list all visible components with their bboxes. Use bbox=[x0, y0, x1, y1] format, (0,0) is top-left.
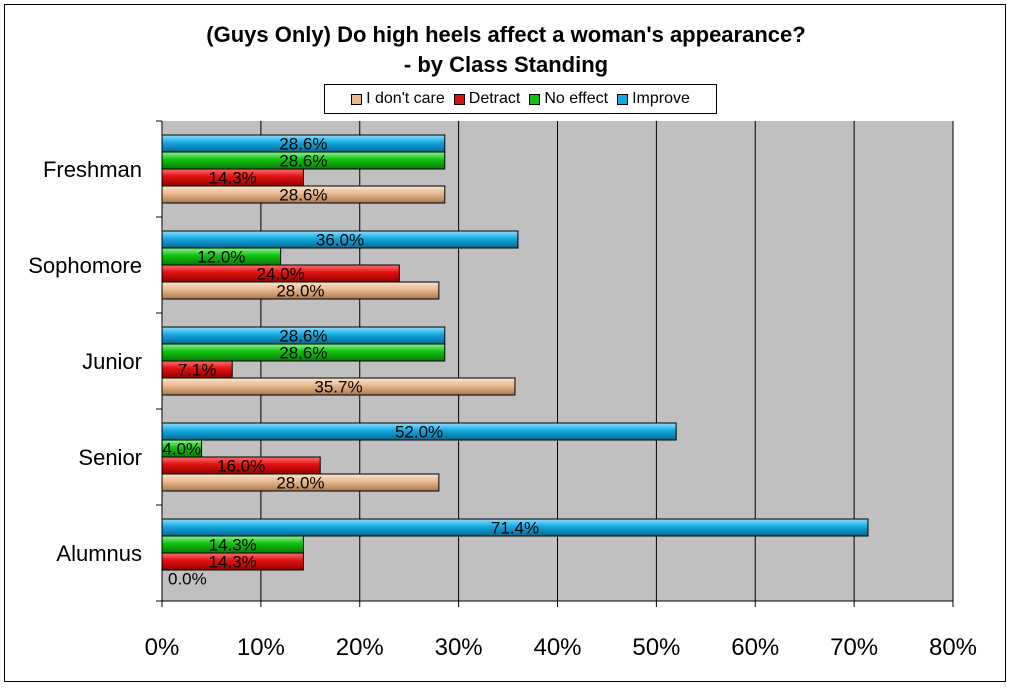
legend-label-improve: Improve bbox=[632, 90, 690, 107]
legend-swatch-detract bbox=[453, 93, 465, 105]
data-label-junior-no-effect: 28.6% bbox=[279, 344, 327, 363]
data-label-sophomore-i-don-t-care: 28.0% bbox=[276, 282, 324, 301]
legend-item-detract: Detract bbox=[453, 90, 521, 108]
x-tick-label: 0% bbox=[145, 634, 180, 661]
data-label-alumnus-detract: 14.3% bbox=[209, 553, 257, 572]
data-label-senior-improve: 52.0% bbox=[395, 423, 443, 442]
legend-swatch-i-dont-care bbox=[351, 93, 363, 105]
x-tick-label: 70% bbox=[830, 634, 878, 661]
x-tick-label: 30% bbox=[435, 634, 483, 661]
data-label-senior-detract: 16.0% bbox=[217, 457, 265, 476]
data-label-alumnus-improve: 71.4% bbox=[491, 519, 539, 538]
chart-legend: I don't care Detract No effect Improve bbox=[324, 84, 717, 114]
data-label-junior-i-don-t-care: 35.7% bbox=[314, 378, 362, 397]
x-tick-label: 60% bbox=[731, 634, 779, 661]
data-label-alumnus-no-effect: 14.3% bbox=[209, 536, 257, 555]
data-label-freshman-detract: 14.3% bbox=[209, 169, 257, 188]
data-label-freshman-i-don-t-care: 28.6% bbox=[279, 186, 327, 205]
legend-item-improve: Improve bbox=[617, 90, 690, 108]
x-tick-label: 80% bbox=[929, 634, 977, 661]
data-label-junior-detract: 7.1% bbox=[178, 361, 217, 380]
legend-item-no-effect: No effect bbox=[529, 90, 608, 108]
legend-label-i-dont-care: I don't care bbox=[366, 90, 445, 107]
data-label-freshman-improve: 28.6% bbox=[279, 135, 327, 154]
legend-swatch-no-effect bbox=[529, 93, 541, 105]
x-tick-label: 40% bbox=[533, 634, 581, 661]
category-label-senior: Senior bbox=[78, 445, 142, 470]
data-label-sophomore-detract: 24.0% bbox=[257, 265, 305, 284]
legend-item-i-dont-care: I don't care bbox=[351, 90, 445, 108]
x-tick-label: 10% bbox=[237, 634, 285, 661]
data-label-freshman-no-effect: 28.6% bbox=[279, 152, 327, 171]
legend-label-detract: Detract bbox=[468, 90, 521, 107]
x-tick-label: 50% bbox=[632, 634, 680, 661]
data-label-senior-no-effect: 4.0% bbox=[162, 440, 201, 459]
data-label-alumnus-i-don-t-care: 0.0% bbox=[168, 570, 207, 589]
chart-title: (Guys Only) Do high heels affect a woman… bbox=[0, 20, 1012, 80]
data-label-sophomore-improve: 36.0% bbox=[316, 231, 364, 250]
data-label-sophomore-no-effect: 12.0% bbox=[197, 248, 245, 267]
category-label-freshman: Freshman bbox=[43, 157, 142, 182]
category-label-sophomore: Sophomore bbox=[28, 253, 142, 278]
category-label-junior: Junior bbox=[82, 349, 142, 374]
data-label-junior-improve: 28.6% bbox=[279, 327, 327, 346]
chart-title-line-1: (Guys Only) Do high heels affect a woman… bbox=[206, 22, 806, 47]
chart-title-line-2: - by Class Standing bbox=[403, 52, 609, 77]
legend-label-no-effect: No effect bbox=[544, 90, 609, 107]
data-label-senior-i-don-t-care: 28.0% bbox=[276, 474, 324, 493]
category-label-alumnus: Alumnus bbox=[56, 541, 142, 566]
x-tick-label: 20% bbox=[336, 634, 384, 661]
legend-swatch-improve bbox=[617, 93, 629, 105]
